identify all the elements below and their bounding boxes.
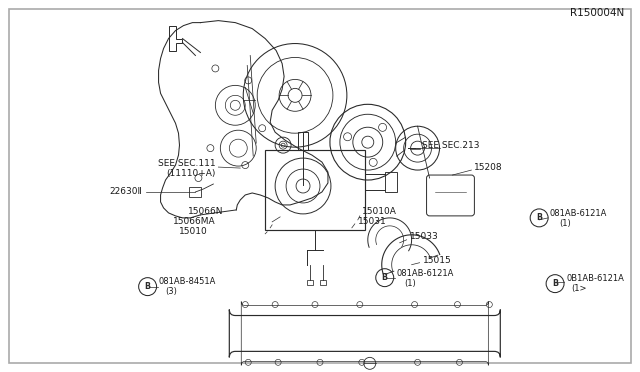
Text: 081AB-8451A: 081AB-8451A [159,277,216,286]
Bar [189,187,202,197]
Text: 081AB-6121A: 081AB-6121A [549,209,607,218]
Text: 15010A: 15010A [362,208,397,217]
Text: (3): (3) [166,287,177,296]
Text: B: B [536,214,542,222]
Text: B: B [145,282,150,291]
Text: 15010: 15010 [179,227,207,236]
Text: (1>: (1> [571,284,586,293]
Text: B: B [552,279,558,288]
Text: 15066MA: 15066MA [173,217,215,227]
Text: (11110+A): (11110+A) [166,169,215,177]
Text: 15015: 15015 [422,256,451,265]
Bar [320,280,326,285]
Text: R150004N: R150004N [570,8,624,17]
Bar [265,150,365,230]
Text: (1): (1) [404,279,417,288]
Text: 15066N: 15066N [188,208,223,217]
Text: 15208: 15208 [474,163,503,171]
Text: 15033: 15033 [410,232,438,241]
Text: SEE SEC.111: SEE SEC.111 [157,158,215,167]
Text: 15031: 15031 [358,217,387,227]
Bar [307,280,313,285]
Bar [385,171,397,192]
Text: 081AB-6121A: 081AB-6121A [397,269,454,278]
Text: 22630Ⅱ: 22630Ⅱ [109,187,143,196]
Text: B: B [381,273,388,282]
Text: (1): (1) [559,219,571,228]
Text: 0B1AB-6121A: 0B1AB-6121A [566,274,624,283]
Text: SEE SEC.213: SEE SEC.213 [422,141,479,150]
